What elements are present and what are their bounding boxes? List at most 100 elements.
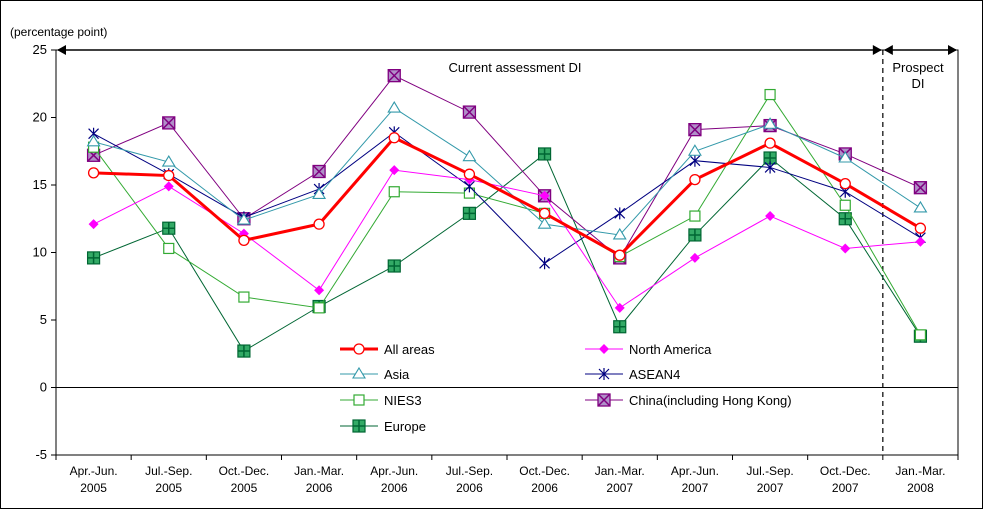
axes: -5 0 5 10 15 20 25 Apr.-Jun. 2005 Jul.-Sep. 2005 Oc… <box>33 42 959 495</box>
data-point <box>237 344 251 358</box>
data-point <box>463 168 476 180</box>
data-point <box>238 291 250 303</box>
data-point <box>687 144 702 156</box>
series-layer <box>86 69 928 358</box>
x-tick-label-period: Jul.-Sep. <box>145 464 192 478</box>
square-marker <box>839 199 851 211</box>
data-point <box>236 213 251 225</box>
legend-label: Asia <box>384 367 410 382</box>
data-point <box>614 207 626 220</box>
data-point <box>86 251 101 265</box>
circle-marker <box>163 169 175 182</box>
triangle-marker <box>763 117 778 129</box>
square-marker <box>163 242 175 255</box>
square-marker <box>313 302 325 314</box>
data-point <box>87 167 100 179</box>
circle-marker <box>764 137 776 149</box>
data-point <box>764 88 776 101</box>
triangle-marker <box>462 149 477 162</box>
data-point <box>314 285 325 296</box>
data-point <box>312 187 327 199</box>
x-tick-label-period: Jul.-Sep. <box>746 464 793 478</box>
data-point <box>915 236 926 247</box>
data-point <box>539 190 550 201</box>
x-stroke <box>162 116 176 130</box>
plus-stroke <box>388 260 401 272</box>
data-point <box>161 154 176 167</box>
data-point <box>537 147 552 161</box>
data-point <box>387 100 402 113</box>
x-tick-label-period: Oct.-Dec. <box>820 464 871 478</box>
data-point <box>86 134 101 147</box>
square-marker <box>914 329 927 341</box>
y-tick-label: 15 <box>33 177 47 192</box>
circle-marker <box>313 218 325 230</box>
circle-marker <box>353 343 365 355</box>
circle-marker <box>388 132 400 144</box>
data-point <box>312 164 326 179</box>
data-point <box>162 116 176 130</box>
data-point <box>163 169 175 182</box>
series-line <box>93 169 921 309</box>
data-point <box>913 200 928 213</box>
plus-stroke <box>688 228 701 241</box>
data-point <box>353 343 365 355</box>
legend-entry: ASEAN4 <box>585 367 680 382</box>
square-marker <box>353 394 365 406</box>
x-stroke <box>312 164 326 179</box>
diamond-marker <box>915 236 926 247</box>
diamond-marker <box>689 252 700 263</box>
data-point <box>689 173 701 186</box>
y-tick-label: 5 <box>40 312 47 327</box>
data-point <box>352 366 366 379</box>
circle-marker <box>839 177 851 190</box>
data-point <box>840 243 851 254</box>
data-point <box>838 212 852 226</box>
data-point <box>389 165 400 176</box>
legend-label: All areas <box>384 342 435 357</box>
square-marker <box>764 88 776 101</box>
data-point <box>238 234 250 247</box>
legend-entry: NIES3 <box>340 393 422 408</box>
x-tick-label-period: Jan.-Mar. <box>895 464 945 478</box>
x-tick-label-year: 2006 <box>456 481 483 495</box>
diamond-marker <box>163 181 174 192</box>
data-point <box>352 419 366 433</box>
data-point <box>598 368 610 380</box>
square-marker <box>388 186 400 198</box>
asterisk-marker <box>764 161 776 174</box>
data-point <box>539 257 551 270</box>
data-point <box>688 123 702 137</box>
plus-stroke <box>538 147 551 160</box>
diamond-marker <box>599 344 609 354</box>
data-point <box>163 181 174 192</box>
plus-stroke <box>237 345 250 358</box>
triangle-marker <box>537 217 552 229</box>
data-point <box>765 211 776 222</box>
x-stroke <box>688 123 702 137</box>
triangle-marker <box>612 227 627 240</box>
data-point <box>914 329 927 341</box>
circle-marker <box>238 234 250 247</box>
current-arrow-left-head <box>57 45 66 55</box>
data-point <box>763 117 778 129</box>
legend-label: Europe <box>384 419 426 434</box>
current-arrow-right-head <box>872 45 882 55</box>
prospect-arrow-right-head <box>948 45 957 55</box>
circle-marker <box>689 173 701 186</box>
data-point <box>689 210 701 222</box>
triangle-marker <box>312 187 327 199</box>
x-tick-label-period: Jul.-Sep. <box>446 464 493 478</box>
legend: All areas North America Asia ASEAN4 NIES3 Chi… <box>340 342 792 434</box>
x-tick-label-year: 2007 <box>757 481 784 495</box>
data-point <box>163 242 175 255</box>
diamond-marker <box>614 302 625 313</box>
x-tick-label-year: 2006 <box>531 481 558 495</box>
data-point <box>538 207 551 220</box>
x-tick-label-year: 2005 <box>155 481 182 495</box>
triangle-marker <box>352 366 366 379</box>
y-tick-label: -5 <box>35 447 47 462</box>
plus-stroke <box>613 320 626 333</box>
